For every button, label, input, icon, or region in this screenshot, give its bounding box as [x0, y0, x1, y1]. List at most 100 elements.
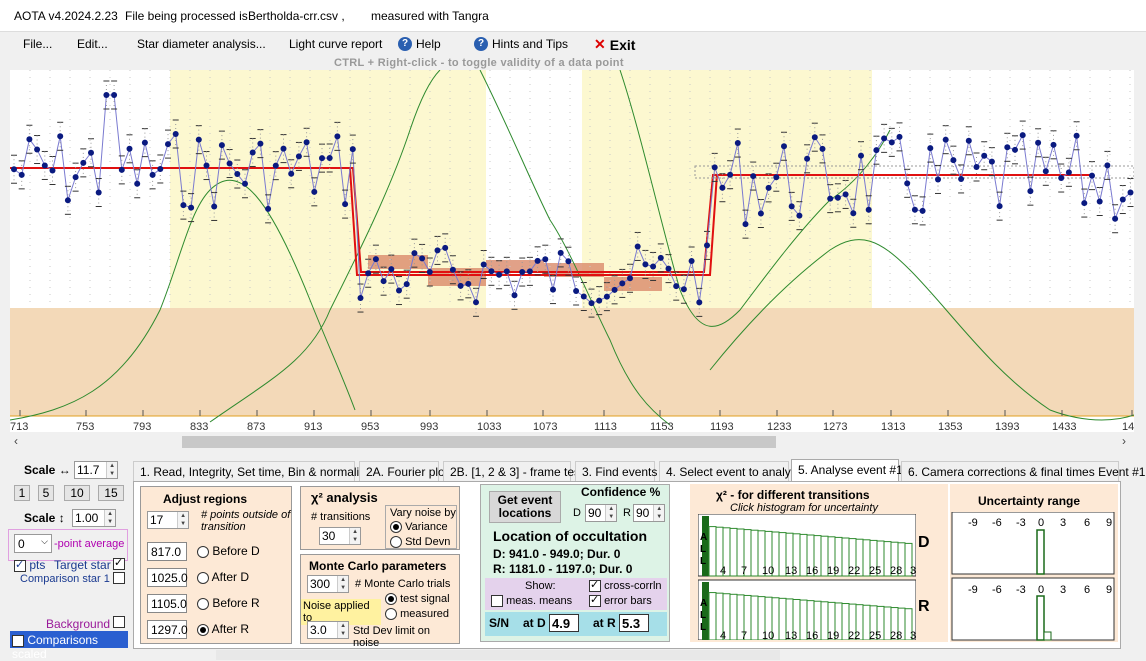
comparisons-scaled-checkbox[interactable] — [12, 633, 24, 647]
spinner-arrows-icon[interactable]: ▲ ▼ — [177, 512, 188, 528]
conf-r-value[interactable]: 90 — [636, 506, 650, 520]
conf-d-spinner[interactable]: 90 ▲ ▼ — [585, 504, 617, 522]
region-before-d-radio[interactable] — [197, 545, 209, 558]
uncertainty-x-label: 3 — [1060, 584, 1066, 596]
tab-fourier[interactable]: 2A. Fourier plot — [359, 461, 448, 481]
pts-toggle[interactable]: pts — [14, 558, 45, 572]
scroll-thumb[interactable] — [182, 436, 776, 448]
background-checkbox[interactable] — [113, 616, 125, 628]
zoom-5-button[interactable]: 5 — [38, 485, 54, 501]
x-tick-label: 1033 — [477, 421, 501, 432]
show-meas-means[interactable]: meas. means — [491, 595, 572, 608]
comparisons-scaled-toggle[interactable]: Comparisons scaled — [10, 631, 128, 661]
transitions-spinner[interactable]: 30 ▲ ▼ — [319, 527, 361, 545]
scroll-left-icon[interactable]: ‹ — [14, 434, 18, 448]
uncertainty-svg[interactable]: -9 -9 -6 -6 -3 -3 0 0 3 3 6 6 9 9 — [950, 512, 1118, 642]
get-event-locations-button[interactable]: Get event locations — [489, 491, 561, 523]
menu-edit[interactable]: Edit... — [77, 37, 108, 51]
tab-read-integrity[interactable]: 1. Read, Integrity, Set time, Bin & norm… — [133, 461, 372, 481]
cross-corrln-checkbox[interactable] — [589, 578, 601, 593]
data-point — [680, 286, 687, 293]
scroll-right-icon[interactable]: › — [1122, 434, 1126, 448]
spinner-arrows-icon[interactable]: ▲ ▼ — [605, 505, 616, 521]
chi-x-label: 22 — [848, 630, 860, 640]
region-value-before-d[interactable]: 817.0 — [147, 542, 187, 561]
tab-find-events[interactable]: 3. Find events — [575, 461, 657, 481]
point-average-select[interactable]: 0 ⌵ — [14, 534, 52, 553]
error-bars-checkbox[interactable] — [589, 593, 601, 608]
spinner-arrows-icon[interactable]: ▲ ▼ — [337, 576, 348, 592]
x-tick-label: 1153 — [650, 421, 674, 432]
noise-test-signal[interactable]: test signal — [385, 593, 450, 606]
tab-frame-test[interactable]: 2B. [1, 2 & 3] - frame test — [443, 461, 583, 481]
test-signal-radio[interactable] — [385, 593, 397, 606]
region-before-r-radio[interactable] — [197, 597, 209, 610]
region-after-d[interactable]: After D — [197, 570, 249, 584]
region-before-d[interactable]: Before D — [197, 544, 260, 558]
show-error-bars[interactable]: error bars — [589, 593, 652, 608]
menu-exit[interactable]: ✕ Exit — [594, 36, 635, 53]
transitions-value[interactable]: 30 — [322, 529, 336, 543]
horizontal-scrollbar[interactable]: ‹ › — [10, 433, 1134, 450]
region-after-d-radio[interactable] — [197, 571, 209, 584]
spinner-arrows-icon[interactable]: ▲ ▼ — [337, 622, 348, 638]
spinner-arrows-icon[interactable]: ▲ ▼ — [349, 528, 360, 544]
scale-h-spinner[interactable]: 11.7 ▲ ▼ — [74, 461, 118, 479]
menu-hints[interactable]: ? Hints and Tips — [474, 37, 568, 51]
spinner-arrows-icon[interactable]: ▲ ▼ — [106, 462, 117, 478]
zoom-10-button[interactable]: 10 — [64, 485, 90, 501]
menu-help[interactable]: ? Help — [398, 37, 441, 51]
zoom-1-button[interactable]: 1 — [14, 485, 30, 501]
measured-radio[interactable] — [385, 608, 397, 621]
points-outside-value[interactable]: 17 — [150, 513, 164, 527]
conf-d-value[interactable]: 90 — [588, 506, 602, 520]
tab-camera-corrections[interactable]: 6. Camera corrections & final times Even… — [901, 461, 1145, 481]
mc-trials-value[interactable]: 300 — [310, 577, 331, 591]
spinner-arrows-icon[interactable]: ▲ ▼ — [104, 510, 115, 526]
std-limit-spinner[interactable]: 3.0 ▲ ▼ — [307, 621, 349, 639]
mc-trials-spinner[interactable]: 300 ▲ ▼ — [307, 575, 349, 593]
data-point — [865, 206, 872, 213]
scale-v-value[interactable]: 1.00 — [75, 511, 99, 525]
scale-h-value[interactable]: 11.7 — [77, 463, 100, 477]
variance-radio[interactable] — [390, 521, 402, 534]
vary-stddevn[interactable]: Std Devn — [390, 536, 450, 549]
light-curve-svg[interactable]: 713 753 793 833 873 913 953 993 1033 1073 1113 1153… — [10, 70, 1134, 432]
zoom-15-button[interactable]: 15 — [98, 485, 124, 501]
points-outside-spinner[interactable]: 17 ▲ ▼ — [147, 511, 189, 529]
stddevn-radio[interactable] — [390, 536, 402, 549]
region-value-before-r[interactable]: 1105.0 — [147, 594, 187, 613]
data-point — [973, 164, 980, 171]
noise-measured[interactable]: measured — [385, 608, 449, 621]
vary-variance[interactable]: Variance — [390, 521, 448, 534]
data-point — [88, 149, 94, 156]
region-before-r[interactable]: Before R — [197, 596, 260, 610]
data-point — [465, 280, 472, 287]
region-value-after-d[interactable]: 1025.0 — [147, 568, 188, 587]
pts-checkbox[interactable] — [14, 558, 26, 572]
chi-x-label: 10 — [762, 565, 774, 577]
tab-select-event[interactable]: 4. Select event to analyse — [659, 461, 803, 481]
target-star-checkbox[interactable] — [113, 556, 125, 570]
uncertainty-x-label: 0 — [1038, 584, 1044, 596]
show-cross-corrln[interactable]: cross-corrln — [589, 578, 662, 593]
conf-r-spinner[interactable]: 90 ▲ ▼ — [633, 504, 665, 522]
comparison-star-checkbox[interactable] — [113, 572, 125, 584]
scale-v-spinner[interactable]: 1.00 ▲ ▼ — [72, 509, 116, 527]
meas-means-checkbox[interactable] — [491, 595, 503, 608]
data-point — [850, 210, 857, 217]
data-point — [1065, 169, 1072, 176]
menu-file[interactable]: File... — [23, 37, 53, 51]
point-average-value[interactable]: 0 — [18, 537, 25, 551]
region-value-after-r[interactable]: 1297.0 — [147, 620, 188, 639]
menu-star-diameter[interactable]: Star diameter analysis... — [137, 37, 266, 51]
std-limit-value[interactable]: 3.0 — [310, 623, 327, 637]
tab-analyse-event[interactable]: 5. Analyse event #1 — [791, 459, 903, 482]
light-curve-plot[interactable]: 713 753 793 833 873 913 953 993 1033 1073 1113 1153… — [10, 70, 1134, 432]
spinner-arrows-icon[interactable]: ▲ ▼ — [653, 505, 664, 521]
chevron-down-icon[interactable]: ⌵ — [41, 536, 48, 546]
region-after-r-radio[interactable] — [197, 623, 209, 636]
menu-light-curve-report[interactable]: Light curve report — [289, 37, 383, 51]
region-after-r[interactable]: After R — [197, 622, 249, 636]
